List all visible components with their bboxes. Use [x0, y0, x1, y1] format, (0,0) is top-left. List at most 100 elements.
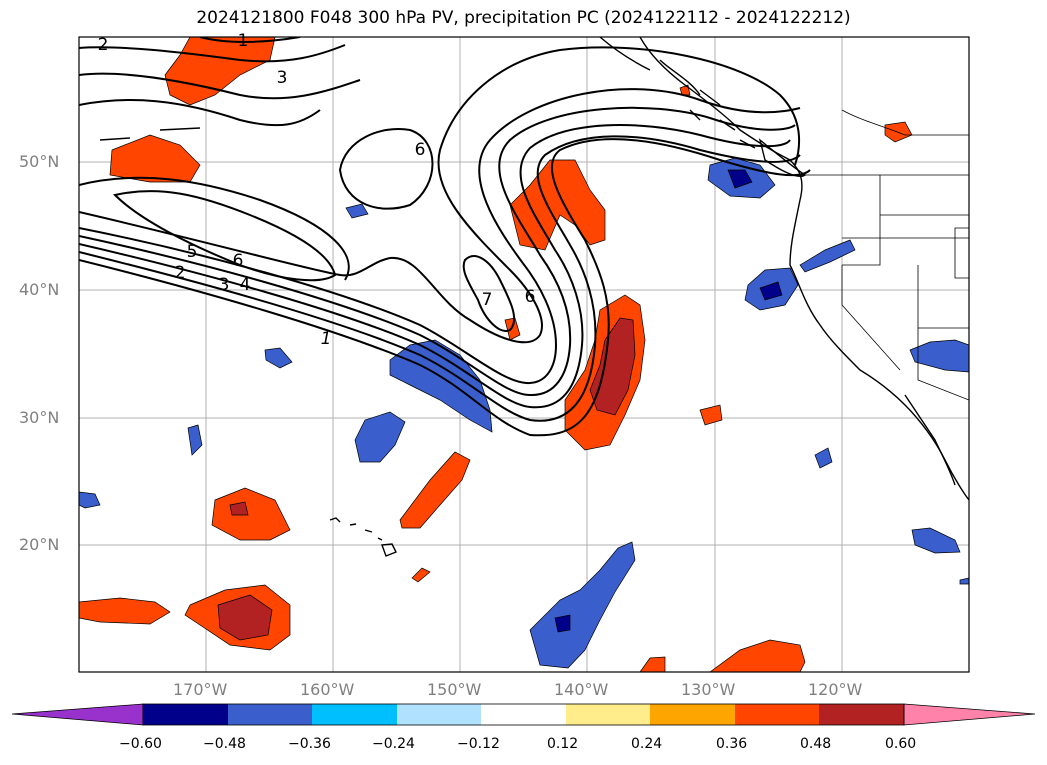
contour-label: 2	[175, 263, 186, 283]
contour-label-group: 1 2 3 4 5 6 7 2 3 6 6 1	[98, 31, 536, 349]
colorbar-segment	[397, 704, 481, 725]
pv-contour-1	[79, 138, 811, 437]
colorbar	[11, 703, 1036, 726]
precip-blob	[79, 597, 171, 625]
precip-blob	[529, 541, 636, 669]
pv-contour-5	[79, 88, 801, 385]
colorbar-tick-label: −0.24	[372, 736, 415, 752]
colorbar-segment	[566, 704, 650, 725]
precip-blob	[187, 424, 203, 456]
lon-label: 170°W	[173, 680, 228, 699]
precip-blob	[217, 594, 273, 641]
colorbar-tick-label: 0.12	[547, 736, 579, 752]
precip-blob	[959, 577, 969, 585]
colorbar-tick-label: 0.24	[631, 736, 663, 752]
pv-contour-2b	[79, 44, 346, 63]
lat-label: 30°N	[19, 408, 60, 427]
pv-contour-6b	[338, 128, 434, 210]
colorbar-tick-label: −0.60	[119, 736, 162, 752]
precip-blob	[727, 169, 753, 189]
coastlines	[99, 37, 969, 557]
lon-label: 160°W	[300, 680, 355, 699]
colorbar-extend-low	[11, 703, 144, 726]
precip-blob	[911, 527, 961, 554]
colorbar-frame	[142, 703, 905, 726]
precip-blob	[884, 121, 913, 143]
alaska-border	[841, 109, 969, 136]
precip-blob	[709, 639, 806, 672]
precip-blob	[164, 37, 276, 106]
pv-contour-4b	[113, 190, 337, 282]
pv-contour-4	[79, 106, 796, 397]
pv-contour-7	[462, 255, 516, 332]
precip-blob	[79, 491, 101, 509]
gridlines	[79, 37, 969, 672]
lon-label: 130°W	[681, 680, 736, 699]
contour-label: 4	[240, 275, 251, 295]
lat-label: 20°N	[19, 535, 60, 554]
pv-contour-3	[79, 124, 791, 409]
contour-label: 6	[525, 287, 536, 307]
precip-blob	[211, 487, 291, 541]
precip-blob	[554, 614, 571, 633]
colorbar-segment	[143, 704, 228, 725]
colorbar-segment	[819, 704, 904, 725]
map-title: 2024121800 F048 300 hPa PV, precipitatio…	[196, 8, 851, 28]
contour-label: 7	[482, 290, 493, 310]
contour-label: 6	[233, 251, 244, 271]
pv-contour-1b	[199, 37, 301, 43]
contour-label: 6	[415, 140, 426, 160]
pv-contour-5b	[79, 176, 350, 281]
pv-contour-2	[79, 135, 801, 422]
colorbar-segment	[650, 704, 735, 725]
precip-blob	[699, 404, 723, 426]
precip-blob	[109, 134, 201, 183]
precip-blob	[814, 447, 833, 469]
pv-contour-4c	[79, 99, 321, 127]
colorbar-tick-label: −0.36	[288, 736, 331, 752]
colorbar-segment	[735, 704, 819, 725]
contour-label: 2	[98, 35, 109, 55]
colorbar-tick-label: −0.12	[457, 736, 500, 752]
hawaii	[329, 517, 397, 557]
colorbar-segment	[312, 704, 397, 725]
precip-blob	[639, 656, 666, 672]
colorbar-tick-label: 0.60	[885, 736, 917, 752]
borders	[800, 109, 969, 401]
precip-blob	[679, 84, 691, 96]
pv-contours	[79, 37, 811, 437]
colorbar-tick-label: 0.48	[800, 736, 832, 752]
precip-positive-areas	[79, 37, 913, 672]
colorbar-segment	[228, 704, 312, 725]
lon-label: 120°W	[808, 680, 863, 699]
alaska-islands	[99, 37, 756, 149]
colorbar-tick-label: −0.48	[203, 736, 246, 752]
lat-label: 40°N	[19, 280, 60, 299]
contour-label: 5	[187, 242, 198, 262]
contour-label: 3	[219, 275, 230, 295]
lon-label: 150°W	[427, 680, 482, 699]
precip-blob	[399, 451, 471, 529]
precip-blob	[759, 281, 783, 301]
contour-label: 3	[277, 68, 288, 88]
precip-blob	[504, 317, 521, 341]
map-frame	[78, 36, 970, 673]
precip-blob	[509, 159, 606, 251]
contour-label: 1	[321, 329, 332, 349]
precip-blob	[589, 317, 636, 416]
baja-coast	[904, 394, 956, 486]
north-america-coast	[639, 37, 969, 501]
contour-label: 1	[238, 31, 249, 51]
precip-blob	[354, 411, 406, 463]
state-lines	[841, 175, 969, 401]
precip-blob	[909, 339, 969, 373]
colorbar-segment	[481, 704, 566, 725]
lat-label: 50°N	[19, 152, 60, 171]
lon-label: 140°W	[554, 680, 609, 699]
precip-blob	[345, 203, 369, 219]
precip-blob	[264, 347, 293, 369]
precip-blob	[229, 501, 249, 516]
precip-blob	[799, 239, 856, 273]
pv-contour-3b	[79, 72, 361, 100]
precip-blob	[411, 567, 431, 583]
